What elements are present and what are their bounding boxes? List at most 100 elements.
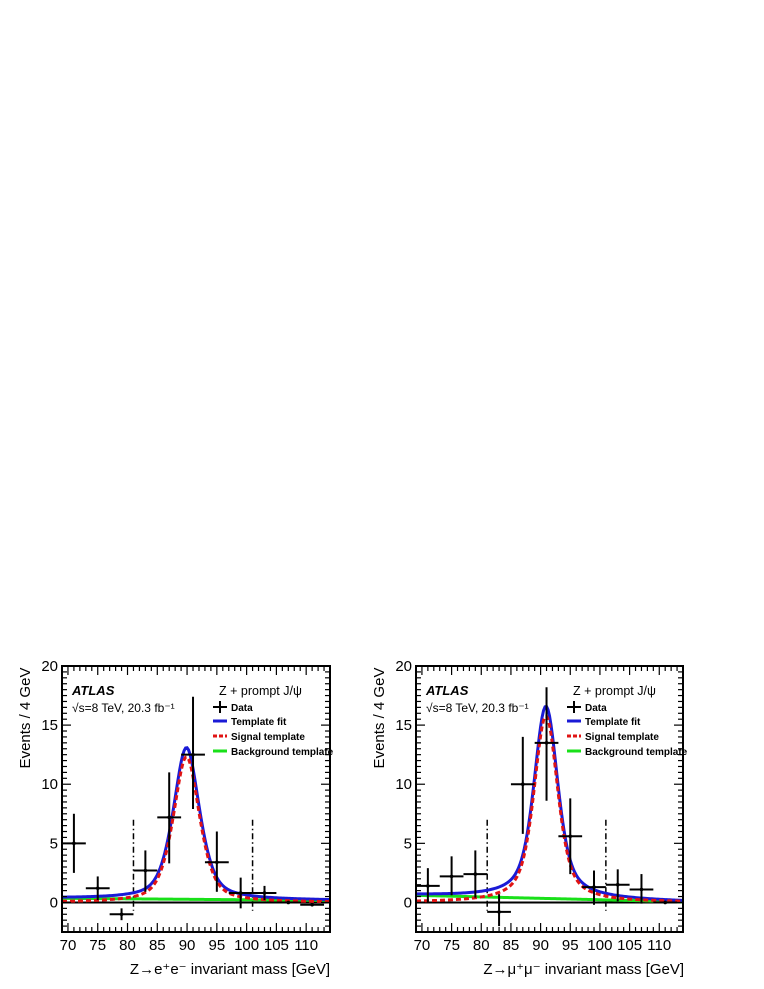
data-point (109, 908, 134, 921)
plot-area (415, 687, 684, 927)
legend: Data Template fit Signal template Backgr… (567, 701, 688, 758)
data-point (510, 736, 535, 834)
y-tick-label: 15 (395, 717, 412, 734)
data-point-marker (663, 900, 667, 905)
data-point (558, 798, 583, 875)
data-point (181, 696, 205, 810)
x-tick-label: 110 (294, 937, 318, 954)
data-point-marker (95, 886, 100, 891)
x-tick-label: 100 (587, 937, 612, 954)
data-point (252, 885, 277, 901)
plot-area (61, 696, 331, 921)
data-point-marker (310, 903, 314, 907)
data-point (276, 900, 301, 905)
x-tick-label: 95 (562, 937, 579, 954)
x-tick-label: 100 (234, 937, 259, 954)
x-tick-label: 90 (532, 937, 549, 954)
legend-label-signal-template: Signal template (231, 732, 305, 743)
data-point-marker (521, 782, 525, 787)
data-point (439, 856, 464, 896)
y-tick-label: 0 (404, 894, 412, 911)
x-tick-label: 70 (414, 937, 431, 954)
data-point-marker (191, 752, 195, 757)
data-point (605, 869, 630, 902)
data-point (204, 831, 229, 892)
axis-ticks (416, 665, 684, 933)
data-point-marker (286, 900, 291, 905)
data-point-marker (215, 860, 219, 865)
y-axis-title: Events / 4 GeV (17, 668, 34, 769)
data-point-marker (544, 741, 549, 745)
data-point-marker (592, 885, 596, 889)
energy-lumi-label: √s=8 TeV, 20.3 fb⁻¹ (72, 701, 175, 715)
data-point (416, 868, 440, 903)
x-tick-label: 95 (209, 937, 226, 954)
y-tick-label: 10 (41, 776, 58, 793)
y-tick-label: 5 (50, 835, 58, 852)
x-tick-label: 105 (264, 937, 289, 954)
muon-channel-panel: Events / 4 GeV Z→μ⁺μ⁻ invariant mass [Ge… (371, 658, 688, 978)
y-tick-label: 20 (395, 658, 412, 675)
y-tick-label: 5 (404, 835, 412, 852)
x-tick-label: 85 (149, 937, 166, 954)
data-point (534, 687, 559, 801)
data-point (85, 876, 110, 901)
x-tick-label: 80 (119, 937, 136, 954)
y-tick-label: 20 (41, 658, 58, 675)
data-point (653, 900, 678, 905)
data-point (133, 850, 158, 892)
data-point-marker (262, 891, 267, 895)
data-point-marker (238, 891, 243, 895)
atlas-label: ATLAS (71, 683, 115, 698)
data-point-marker (568, 834, 573, 839)
template-fit-curve (416, 704, 684, 902)
legend: Data Template fit Signal template Backgr… (213, 701, 334, 758)
x-tick-label: 75 (89, 937, 106, 954)
y-tick-label: 0 (50, 894, 58, 911)
legend-label-background-template: Background template (585, 747, 688, 758)
x-tick-label: 70 (60, 937, 77, 954)
x-tick-label: 85 (503, 937, 520, 954)
data-point-marker (72, 841, 76, 846)
data-point (157, 772, 182, 864)
x-axis-title: Z→μ⁺μ⁻ invariant mass [GeV] (483, 961, 684, 978)
process-label: Z + prompt J/ψ (573, 684, 656, 698)
data-point-marker (615, 882, 620, 887)
data-point-marker (639, 887, 644, 892)
x-tick-label: 105 (617, 937, 642, 954)
data-point (487, 894, 511, 927)
data-point-marker (449, 874, 454, 879)
y-tick-label: 15 (41, 717, 58, 734)
atlas-label: ATLAS (425, 683, 469, 698)
data-point-marker (167, 815, 171, 820)
data-point-marker (143, 868, 148, 873)
x-axis-title: Z→e⁺e⁻ invariant mass [GeV] (130, 961, 330, 978)
legend-label-data: Data (585, 703, 607, 714)
y-tick-label: 10 (395, 776, 412, 793)
signal-template-curve (415, 714, 684, 903)
process-label: Z + prompt J/ψ (219, 684, 302, 698)
x-tick-label: 110 (647, 937, 671, 954)
data-point-marker (473, 872, 478, 876)
x-tick-label: 80 (473, 937, 490, 954)
data-point (582, 870, 606, 905)
plot-frame (61, 665, 331, 933)
energy-lumi-label: √s=8 TeV, 20.3 fb⁻¹ (426, 701, 529, 715)
axis-ticks (62, 665, 331, 933)
data-point (463, 850, 488, 898)
legend-label-background-template: Background template (231, 747, 334, 758)
x-tick-label: 90 (179, 937, 196, 954)
data-point (228, 877, 253, 909)
data-point-marker (497, 910, 501, 914)
legend-label-signal-template: Signal template (585, 732, 659, 743)
data-point-marker (119, 912, 124, 917)
plot-frame (415, 665, 684, 933)
data-point (629, 874, 654, 904)
legend-label-template-fit: Template fit (231, 717, 287, 728)
template-fit-curve (61, 746, 331, 902)
x-tick-label: 75 (443, 937, 460, 954)
legend-data-marker (567, 701, 581, 713)
legend-data-marker (213, 701, 227, 713)
electron-channel-panel: Events / 4 GeV Z→e⁺e⁻ invariant mass [Ge… (17, 658, 334, 978)
